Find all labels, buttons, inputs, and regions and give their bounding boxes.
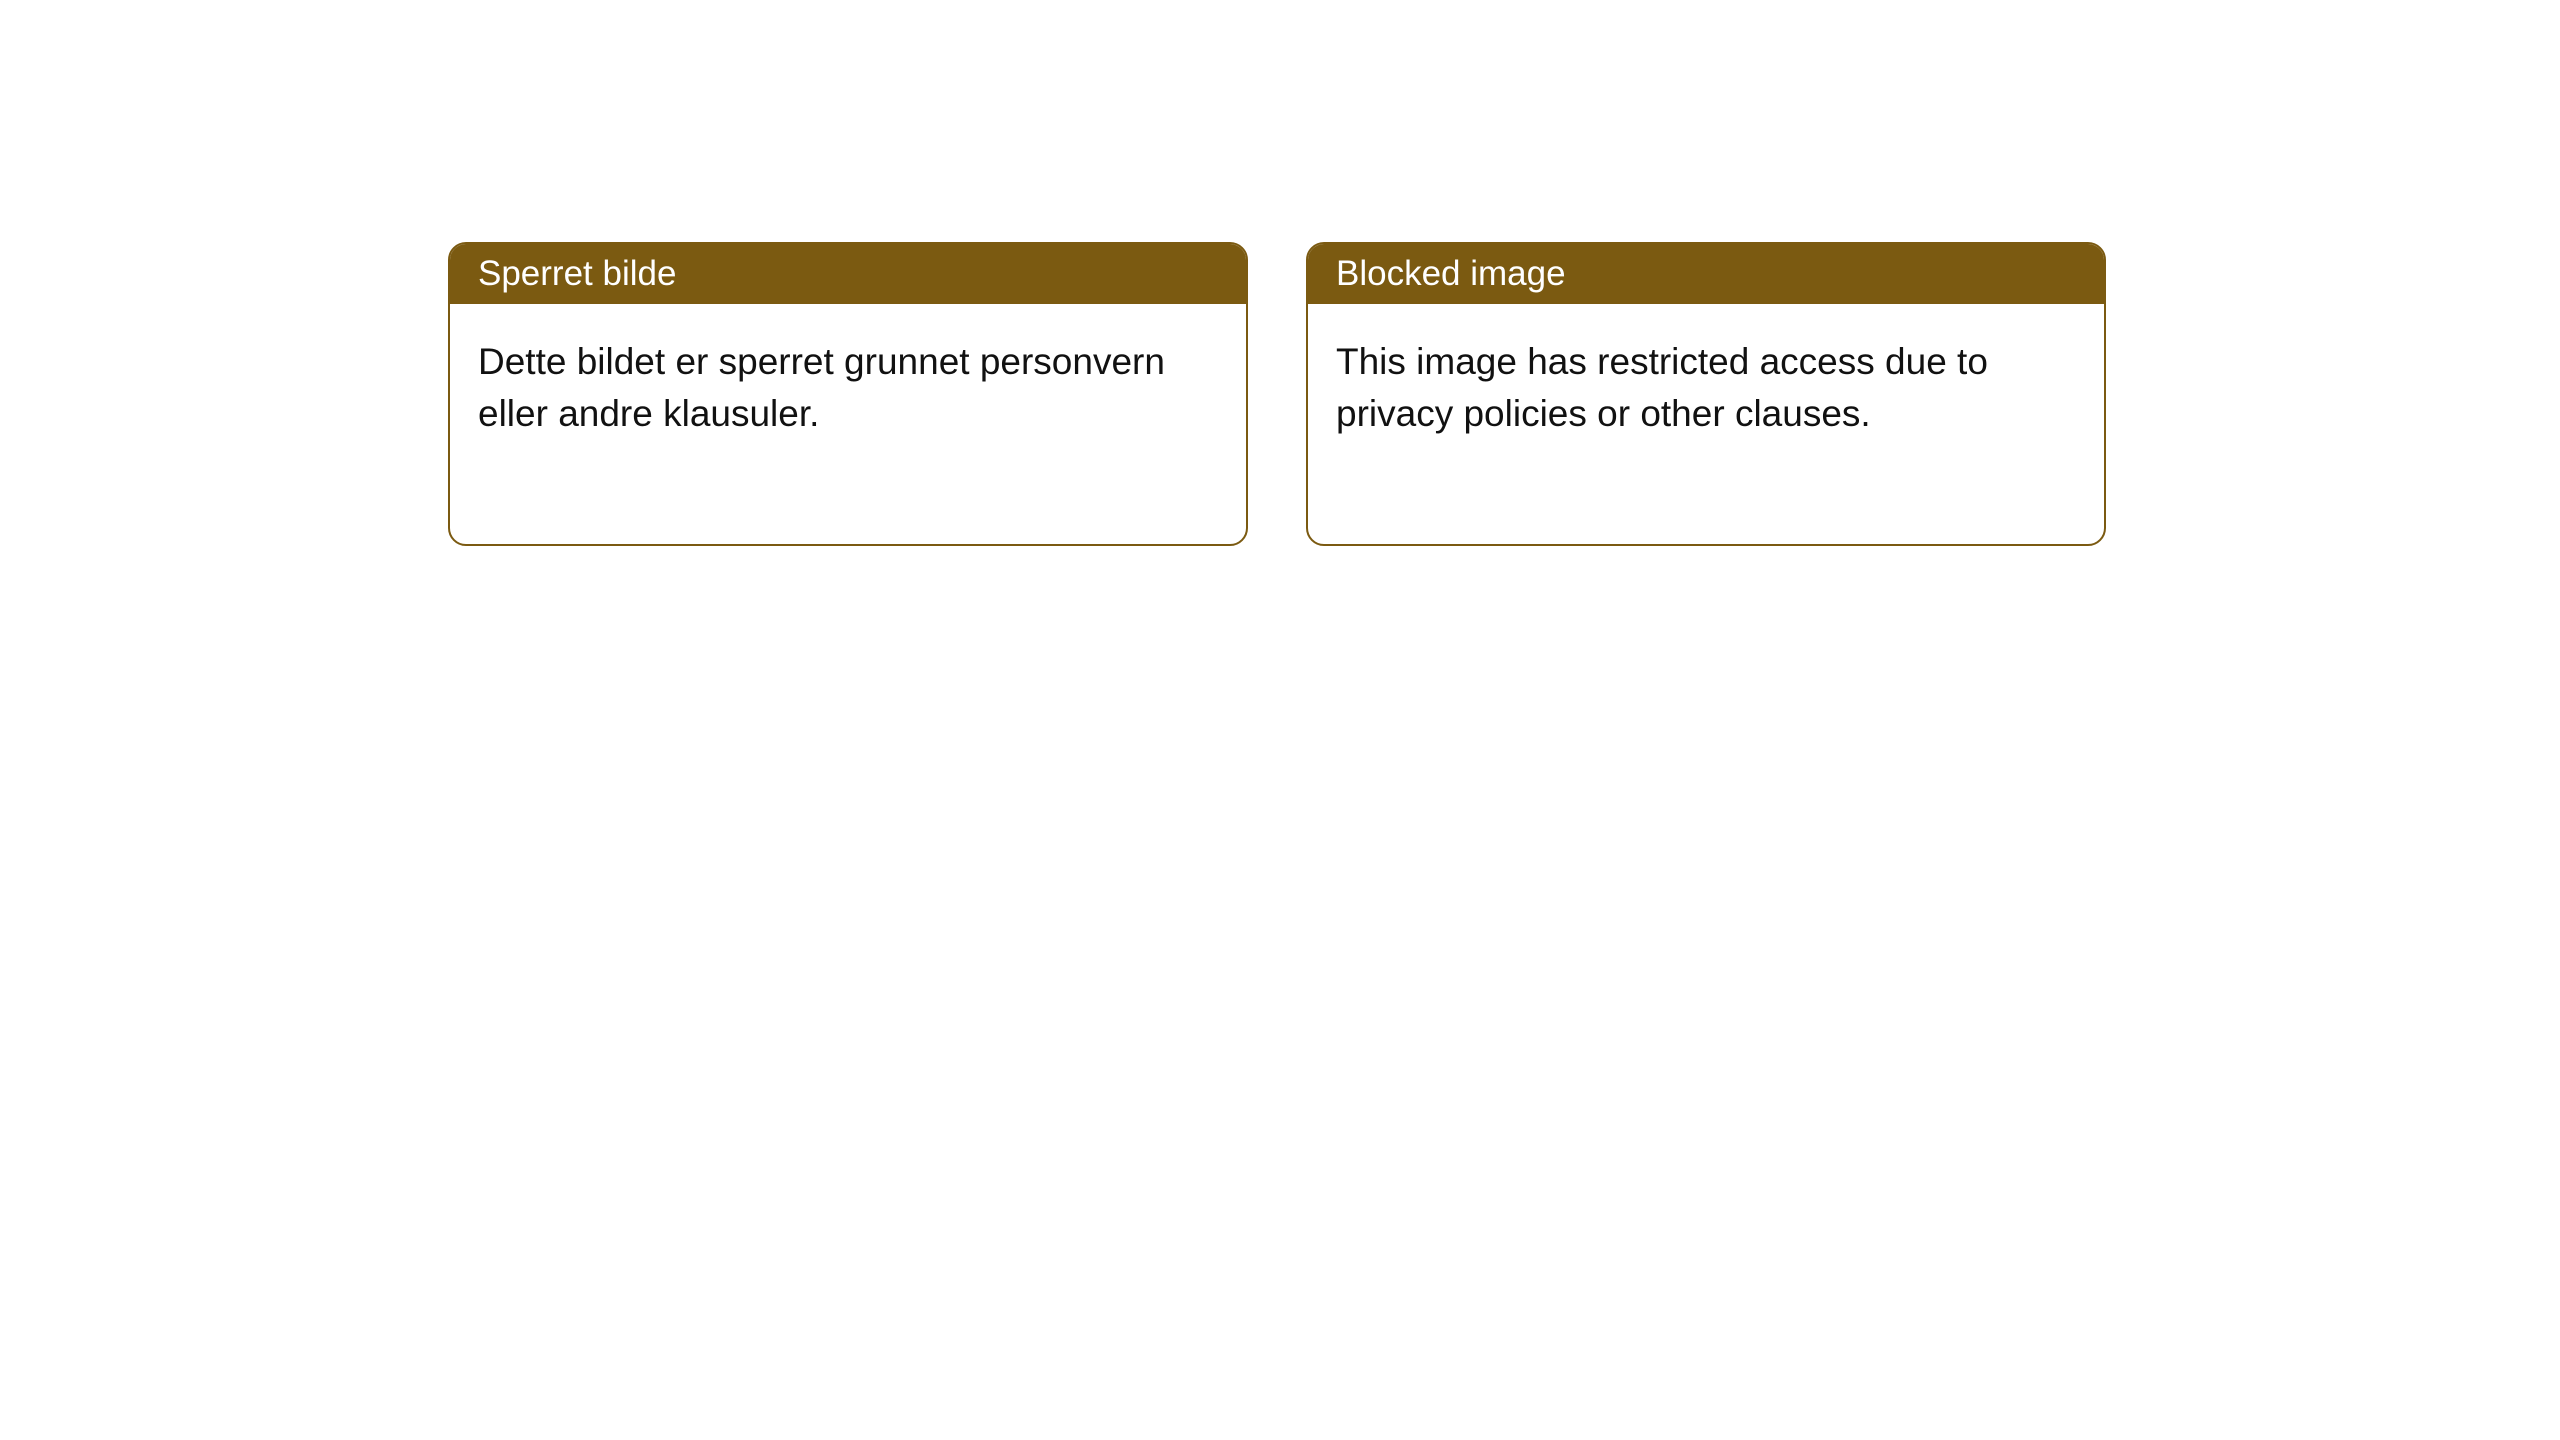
notice-body: Dette bildet er sperret grunnet personve… — [450, 304, 1246, 544]
notice-body: This image has restricted access due to … — [1308, 304, 2104, 544]
notice-container: Sperret bilde Dette bildet er sperret gr… — [0, 0, 2560, 546]
notice-header: Sperret bilde — [450, 244, 1246, 304]
notice-card-norwegian: Sperret bilde Dette bildet er sperret gr… — [448, 242, 1248, 546]
notice-header-text: Blocked image — [1336, 254, 1566, 293]
notice-body-text: Dette bildet er sperret grunnet personve… — [478, 341, 1165, 434]
notice-card-english: Blocked image This image has restricted … — [1306, 242, 2106, 546]
notice-body-text: This image has restricted access due to … — [1336, 341, 1988, 434]
notice-header-text: Sperret bilde — [478, 254, 676, 293]
notice-header: Blocked image — [1308, 244, 2104, 304]
